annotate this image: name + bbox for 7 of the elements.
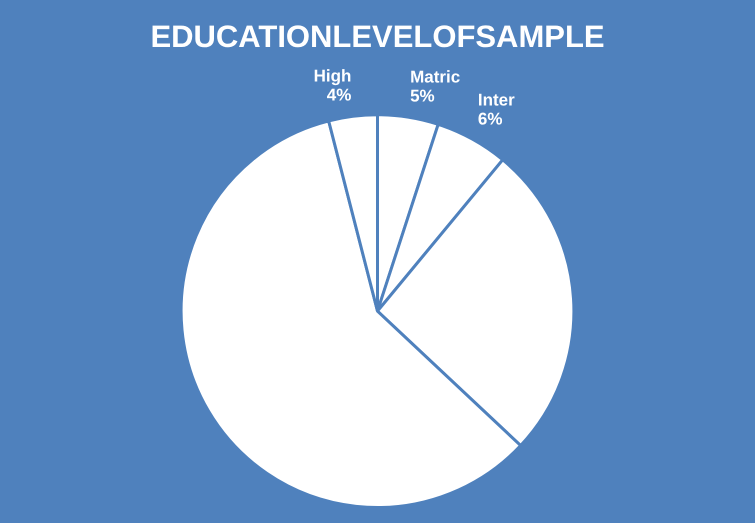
slice-label: Matric bbox=[410, 67, 460, 86]
slice-label: Inter bbox=[478, 90, 516, 110]
data-label: 5% bbox=[410, 86, 435, 106]
chart-title: EDUCATIONLEVELOFSAMPLE bbox=[150, 19, 605, 54]
data-label: 4% bbox=[326, 86, 352, 105]
slice-label: High bbox=[314, 66, 352, 86]
data-label: 6% bbox=[478, 110, 502, 129]
